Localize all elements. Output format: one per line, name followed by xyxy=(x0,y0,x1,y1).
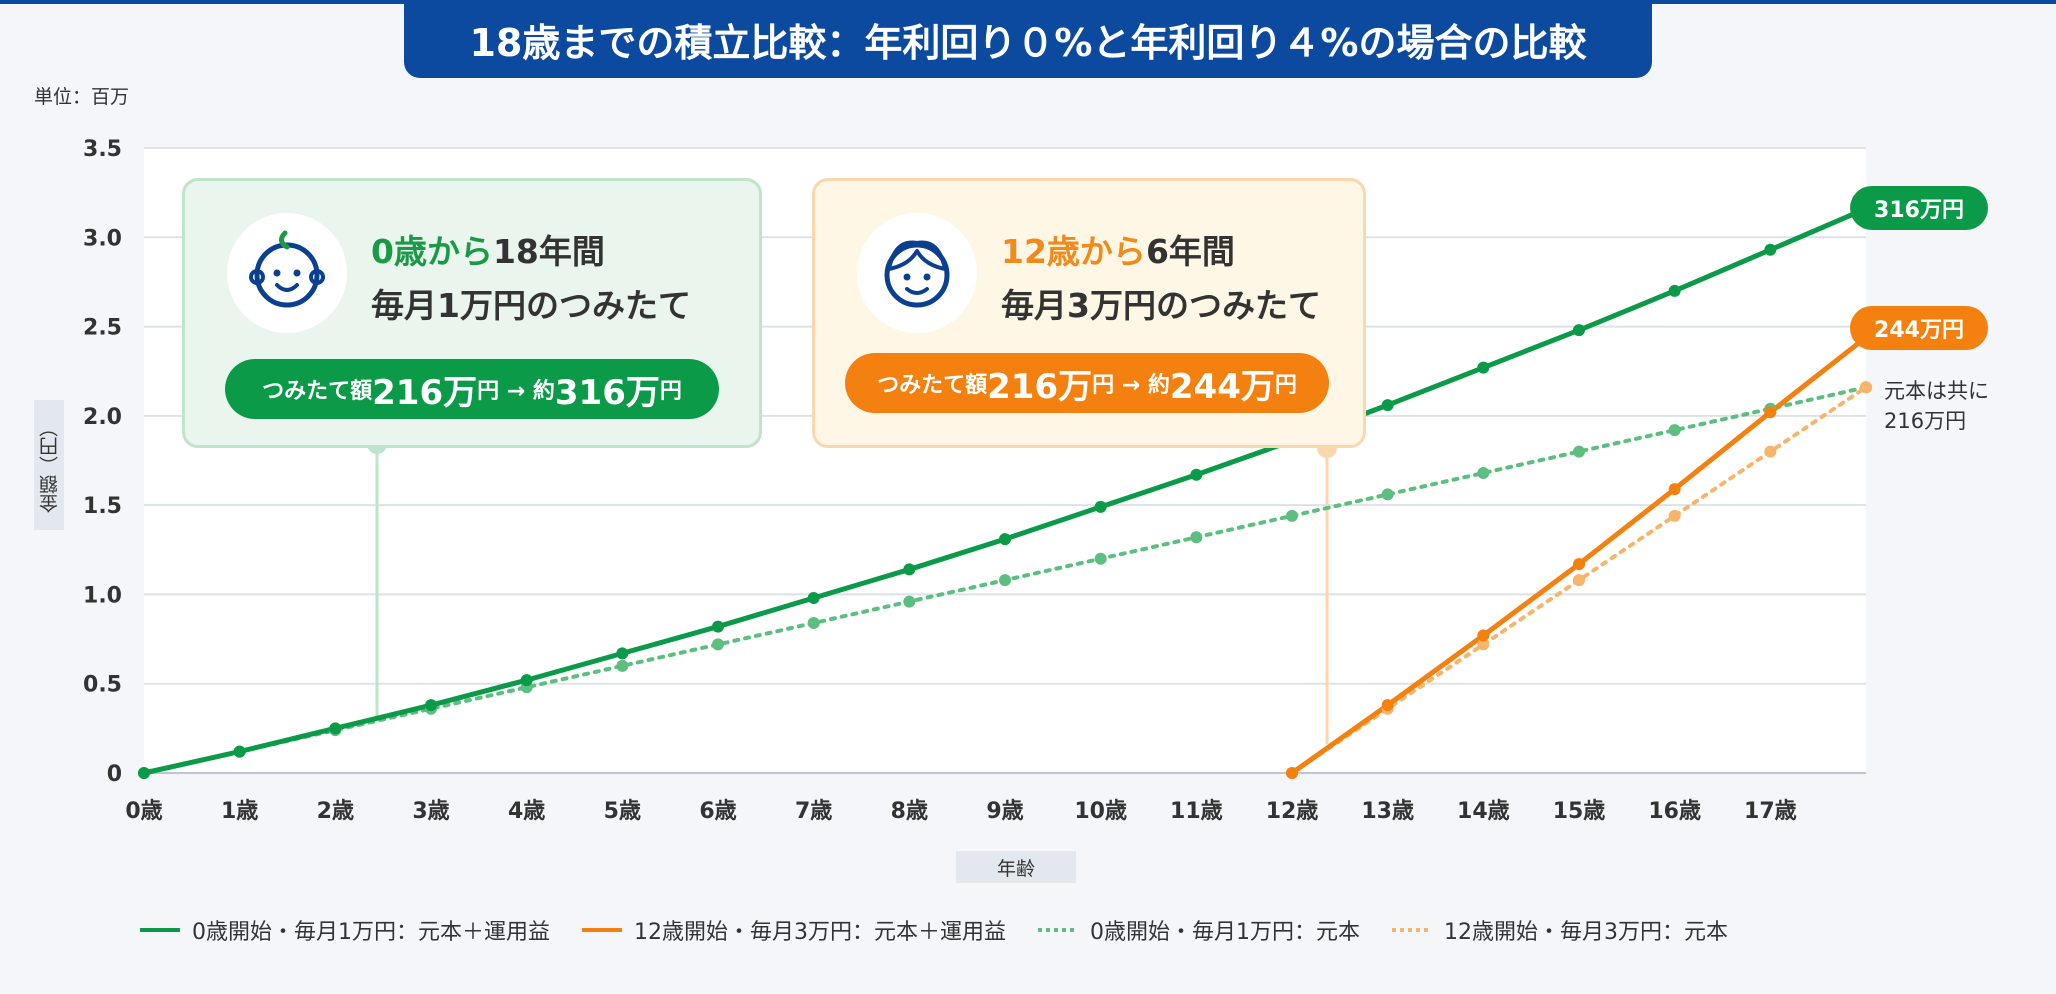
data-point xyxy=(1764,406,1777,419)
x-tick-label: 7歳 xyxy=(795,799,832,824)
x-tick-label: 17歳 xyxy=(1744,799,1797,824)
data-point xyxy=(1286,767,1298,779)
card-start-age-12: 12歳から6年間 毎月3万円のつみたて つみたて額 216万円 → 約 244万円 xyxy=(812,178,1366,448)
data-point xyxy=(1477,467,1490,479)
legend-item-green-dotted: 0歳開始・毎月1万円：元本 xyxy=(1038,920,1360,945)
data-point xyxy=(616,659,629,672)
y-tick-labels: 0 0.5 1.0 1.5 2.0 2.5 3.0 3.5 xyxy=(83,137,122,787)
data-point xyxy=(1573,558,1585,571)
data-point xyxy=(903,595,916,608)
data-point xyxy=(1764,243,1777,256)
x-tick-label: 0歳 xyxy=(125,799,162,824)
data-point xyxy=(1094,552,1107,565)
data-point xyxy=(1477,361,1490,374)
y-tick-label: 2.0 xyxy=(83,405,122,430)
data-point xyxy=(1190,531,1203,544)
principal-note: 元本は共に 216万円 xyxy=(1884,379,1989,433)
x-tick-label: 3歳 xyxy=(412,799,449,824)
x-tick-label: 1歳 xyxy=(221,799,258,824)
end-value-orange: 244万円 xyxy=(1850,306,1988,350)
x-tick-label: 2歳 xyxy=(317,799,354,824)
card-green-headline: 0歳から18年間 毎月1万円のつみたて xyxy=(371,232,691,325)
data-point xyxy=(1381,399,1394,412)
card-orange-summary-pill: つみたて額 216万円 → 約 244万円 xyxy=(845,353,1329,413)
legend-item-orange-solid: 12歳開始・毎月3万円：元本＋運用益 xyxy=(582,920,1006,945)
x-tick-label: 13歳 xyxy=(1361,799,1414,824)
title-text: 18歳までの積立比較：年利回り０%と年利回り４%の場合の比較 xyxy=(469,20,1587,65)
x-tick-label: 6歳 xyxy=(699,799,736,824)
data-point xyxy=(1668,424,1681,437)
x-tick-label: 10歳 xyxy=(1074,799,1127,824)
x-tick-labels: 0歳 1歳 2歳 3歳 4歳 5歳 6歳 7歳 8歳 9歳 10歳 11歳 12歳 13歳 14歳 15歳 16… xyxy=(125,799,1796,824)
y-tick-label: 1.5 xyxy=(83,494,122,519)
x-tick-label: 9歳 xyxy=(986,799,1023,824)
data-point xyxy=(807,617,820,629)
x-tick-label: 5歳 xyxy=(604,799,641,824)
data-point xyxy=(999,574,1011,587)
card-start-age-0: 0歳から18年間 毎月1万円のつみたて つみたて額 216万円 → 約 316万円 xyxy=(182,178,762,448)
data-point xyxy=(999,533,1011,546)
y-tick-label: 1.0 xyxy=(83,583,122,608)
card-orange-headline: 12歳から6年間 毎月3万円のつみたて xyxy=(1001,232,1321,325)
x-tick-label: 11歳 xyxy=(1170,799,1223,824)
x-axis-label: 年齢 xyxy=(956,851,1076,883)
y-axis-label: 金額（円） xyxy=(34,400,64,530)
data-point xyxy=(1573,324,1585,337)
y-tick-label: 3.0 xyxy=(83,226,122,251)
card-green-summary-pill: つみたて額 216万円 → 約 316万円 xyxy=(225,359,719,419)
y-tick-label: 2.5 xyxy=(83,316,122,341)
series-points xyxy=(138,243,1872,779)
data-point xyxy=(138,767,150,779)
data-point xyxy=(329,722,342,735)
child-face-icon xyxy=(857,213,977,333)
data-point xyxy=(233,745,246,758)
data-point xyxy=(1668,509,1681,522)
data-point xyxy=(1190,468,1203,481)
data-point xyxy=(1668,284,1681,297)
data-point xyxy=(1381,488,1394,501)
legend-item-orange-dotted: 12歳開始・毎月3万円：元本 xyxy=(1392,920,1728,945)
data-point xyxy=(1764,445,1777,458)
data-point xyxy=(616,647,629,660)
page-title: 18歳までの積立比較：年利回り０%と年利回り４%の場合の比較 xyxy=(404,0,1652,78)
data-point xyxy=(520,674,533,687)
data-point xyxy=(1860,381,1872,394)
data-point xyxy=(712,638,724,651)
data-point xyxy=(425,699,437,712)
x-tick-label: 15歳 xyxy=(1553,799,1606,824)
x-tick-label: 12歳 xyxy=(1266,799,1319,824)
y-tick-label: 3.5 xyxy=(83,137,122,162)
data-point xyxy=(903,563,916,576)
data-point xyxy=(1573,445,1585,458)
data-point xyxy=(1668,483,1681,496)
data-point xyxy=(712,620,724,633)
legend-item-green-solid: 0歳開始・毎月1万円：元本＋運用益 xyxy=(140,920,550,945)
legend: 0歳開始・毎月1万円：元本＋運用益 12歳開始・毎月3万円：元本＋運用益 0歳開… xyxy=(140,912,1920,948)
x-tick-label: 16歳 xyxy=(1648,799,1701,824)
data-point xyxy=(807,592,820,604)
data-point xyxy=(1573,574,1585,587)
x-tick-label: 8歳 xyxy=(891,799,928,824)
data-point xyxy=(1381,699,1394,712)
data-point xyxy=(1094,500,1107,513)
y-tick-label: 0.5 xyxy=(83,673,122,698)
y-tick-label: 0 xyxy=(107,762,122,787)
unit-label: 単位：百万 xyxy=(34,86,130,108)
end-value-green: 316万円 xyxy=(1850,186,1988,230)
x-tick-label: 4歳 xyxy=(508,799,545,824)
data-point xyxy=(1477,638,1490,651)
data-point xyxy=(1477,629,1490,642)
data-point xyxy=(1286,509,1298,522)
baby-face-icon xyxy=(227,213,347,333)
x-tick-label: 14歳 xyxy=(1457,799,1510,824)
